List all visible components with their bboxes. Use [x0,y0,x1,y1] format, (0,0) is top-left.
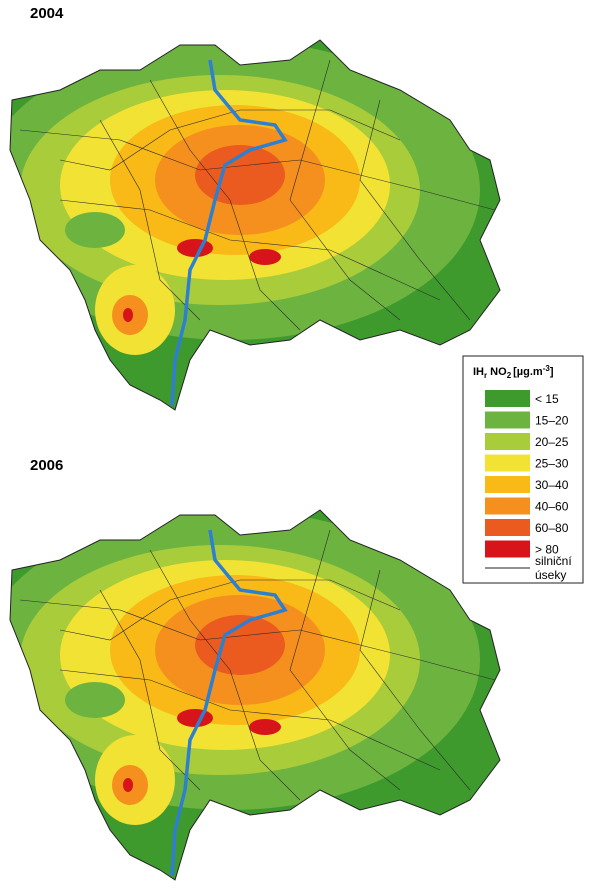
legend-label: 40–60 [535,500,569,514]
legend-swatch [485,411,530,429]
year-label: 2004 [30,5,64,22]
legend-label: 15–20 [535,414,569,428]
legend-title: IHr NO2 [µg.m-3] [473,364,554,380]
legend-title-part: IH [473,366,484,378]
legend-title-part: NO [487,366,507,378]
legend-label: < 15 [535,392,559,406]
legend: IHr NO2 [µg.m-3] < 15 15–20 20–25 25–30 30–40… [462,355,584,584]
legend-swatch [485,390,530,407]
legend-swatch [485,540,530,558]
legend-label: 25–30 [535,457,569,471]
legend-title-part: [µg.m [513,366,543,378]
legend-swatch [485,454,530,472]
legend-label: 30–40 [535,478,569,492]
legend-title-part: r [484,371,487,380]
legend-title-part: -3 [543,364,551,373]
legend-swatch [485,476,530,493]
map-2004 [0,30,520,420]
legend-title-part: ] [550,366,554,378]
legend-title-part: 2 [507,371,512,380]
legend-swatch [485,433,530,450]
legend-label: 60–80 [535,521,569,535]
legend-label: 20–25 [535,435,569,449]
legend-swatch [485,497,530,515]
legend-road-label: silniční [535,554,572,568]
year-label: 2006 [30,457,63,474]
legend-label: > 80 [535,543,559,557]
map-2006 [0,500,520,890]
legend-road-label: úseky [535,568,566,582]
legend-swatch [485,519,530,536]
